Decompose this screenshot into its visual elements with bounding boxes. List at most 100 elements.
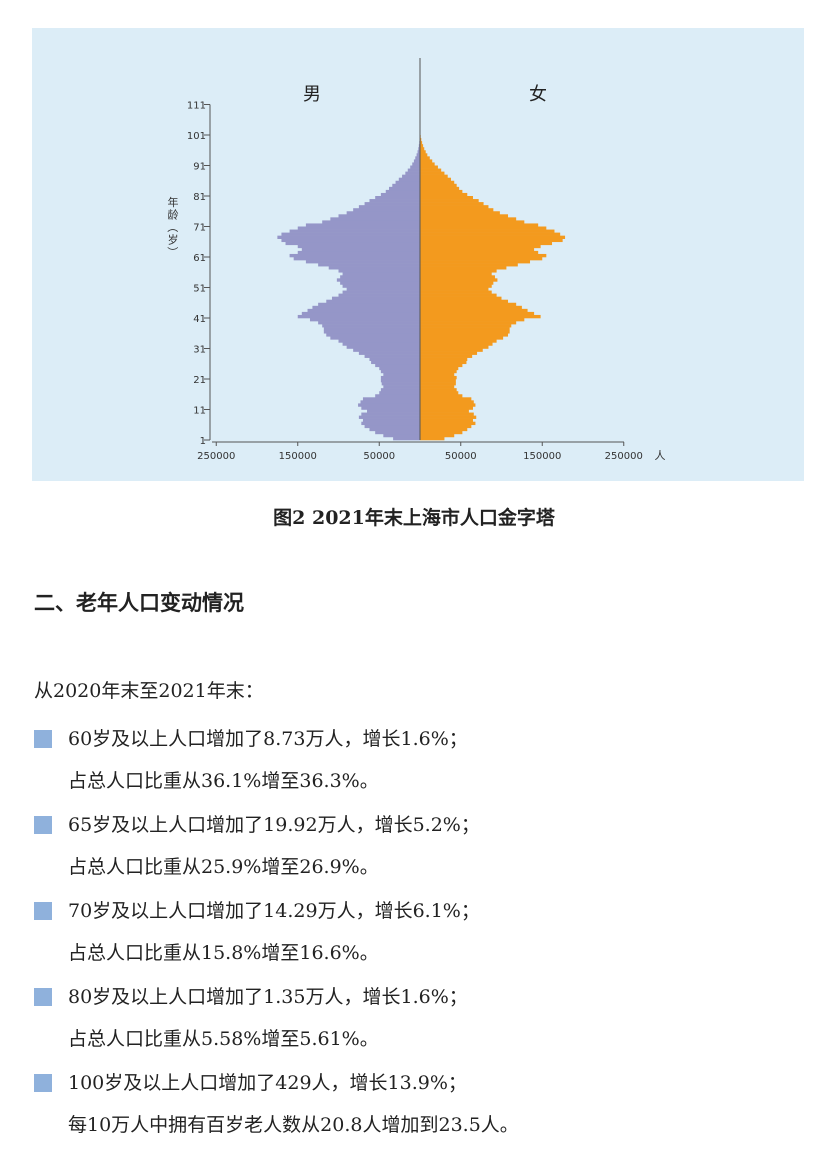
male-bar	[383, 385, 420, 389]
female-bar	[420, 138, 422, 142]
stat-item: 60岁及以上人口增加了8.73万人，增长1.6%； 占总人口比重从36.1%增至…	[34, 716, 814, 802]
male-bar	[342, 272, 420, 276]
male-bar	[301, 311, 420, 316]
female-bar	[420, 272, 492, 276]
stat-line1: 65岁及以上人口增加了19.92万人，增长5.2%；	[68, 814, 480, 836]
female-bar	[420, 336, 504, 340]
male-bar	[331, 296, 420, 300]
male-bar	[361, 421, 420, 426]
male-bar	[297, 226, 420, 230]
male-bar	[375, 363, 420, 368]
female-bar	[420, 180, 455, 185]
male-bar	[412, 162, 420, 166]
male-bar	[338, 339, 420, 343]
female-bar	[420, 208, 494, 212]
female-bar	[420, 318, 525, 322]
male-bar	[410, 165, 420, 169]
male-bar	[402, 174, 420, 178]
male-bar	[305, 260, 420, 264]
female-bar	[420, 211, 500, 215]
stat-item: 100岁及以上人口增加了429人，增长13.9%； 每10万人中拥有百岁老人数从…	[34, 1060, 814, 1146]
male-bar	[369, 357, 420, 361]
square-bullet-icon	[34, 902, 52, 920]
male-bar	[281, 238, 420, 243]
female-bar	[420, 241, 553, 246]
male-bar	[364, 424, 420, 429]
female-bar	[420, 287, 489, 291]
y-tick-label: 1	[200, 436, 206, 447]
stat-item: 65岁及以上人口增加了19.92万人，增长5.2%； 占总人口比重从25.9%增…	[34, 802, 814, 888]
male-bar	[318, 263, 421, 267]
stat-item: 70岁及以上人口增加了14.29万人，增长6.1%； 占总人口比重从15.8%增…	[34, 888, 814, 974]
female-bar	[420, 238, 563, 243]
stats-list: 60岁及以上人口增加了8.73万人，增长1.6%； 占总人口比重从36.1%增至…	[34, 716, 814, 1146]
male-bar	[393, 436, 420, 441]
female-bar	[420, 354, 473, 358]
female-bar	[420, 421, 476, 426]
female-bar	[420, 418, 473, 422]
male-bar	[289, 229, 420, 233]
female-bar	[420, 247, 535, 252]
stat-line1: 60岁及以上人口增加了8.73万人，增长1.6%；	[68, 728, 468, 750]
male-bar	[297, 250, 420, 255]
female-bar	[420, 366, 459, 371]
female-bar	[420, 196, 473, 200]
female-bar	[420, 385, 455, 389]
female-bar	[420, 199, 479, 203]
male-bar	[330, 336, 420, 340]
x-tick-label: 150000	[523, 451, 561, 462]
male-bar	[277, 235, 421, 239]
female-bar	[420, 156, 430, 160]
male-bar	[323, 330, 420, 334]
male-bar	[297, 314, 420, 319]
male-bar	[346, 211, 420, 215]
female-bar	[420, 165, 438, 169]
male-bar	[413, 159, 420, 163]
stat-line1: 70岁及以上人口增加了14.29万人，增长6.1%；	[68, 900, 480, 922]
female-bar	[420, 409, 469, 413]
male-bar	[392, 183, 420, 188]
male-bar	[381, 382, 420, 386]
male-bar	[346, 345, 420, 349]
male-bar	[360, 400, 420, 404]
male-bar	[371, 360, 420, 365]
male-bar	[309, 318, 420, 322]
female-bar	[420, 281, 494, 285]
male-bar	[340, 275, 420, 279]
female-bar	[420, 314, 541, 319]
female-bar	[420, 189, 463, 194]
male-bar	[285, 241, 420, 246]
male-bar	[364, 354, 420, 358]
male-bar	[338, 214, 420, 218]
male-bar	[340, 281, 420, 285]
y-tick-label: 81	[193, 192, 206, 203]
male-label: 男	[303, 84, 321, 105]
female-bar	[420, 284, 492, 288]
female-bar	[420, 141, 423, 145]
female-bar	[420, 357, 468, 361]
female-label: 女	[529, 84, 547, 105]
male-bar	[362, 418, 420, 422]
square-bullet-icon	[34, 1074, 52, 1092]
female-bar	[420, 147, 425, 151]
female-bar	[420, 330, 510, 334]
male-bar	[358, 351, 421, 355]
stat-line1: 80岁及以上人口增加了1.35万人，增长1.6%；	[68, 986, 468, 1008]
male-bar	[405, 171, 420, 175]
female-bar	[420, 360, 467, 365]
male-bar	[416, 153, 420, 157]
y-tick-label: 111	[187, 101, 206, 112]
female-bar	[420, 406, 473, 410]
female-bar	[420, 342, 493, 346]
female-bar	[420, 235, 566, 239]
stat-line2: 占总人口比重从5.58%增至5.61%。	[68, 1028, 379, 1050]
male-bar	[305, 223, 420, 227]
female-bar	[420, 174, 448, 178]
x-tick-label: 50000	[445, 451, 477, 462]
female-bar	[420, 253, 547, 258]
female-bar	[420, 400, 474, 404]
female-bar	[420, 220, 525, 224]
y-axis-label-char: 年	[168, 195, 179, 209]
female-bar	[420, 293, 497, 297]
